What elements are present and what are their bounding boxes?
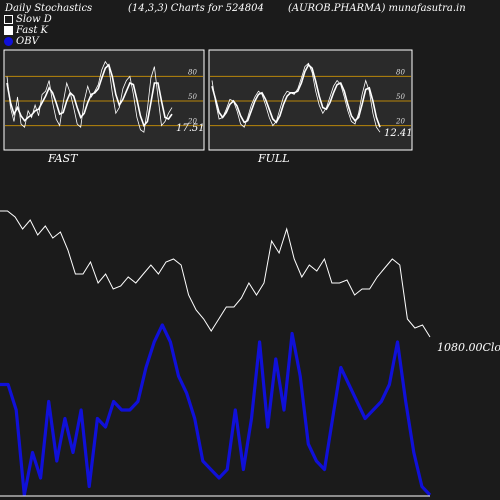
slow-d-swatch <box>4 15 13 24</box>
fast-panel-label: FAST <box>48 152 78 165</box>
legend-fast-k-label: Fast K <box>16 25 49 36</box>
fast-k-swatch <box>4 26 13 35</box>
fast-tick-50: 50 <box>188 93 197 101</box>
obv-line <box>0 323 432 497</box>
full-last-value: 12.41 <box>384 128 413 139</box>
legend-fast-k: Fast K <box>4 25 48 36</box>
full-tick-50: 50 <box>396 93 405 101</box>
fast-tick-80: 80 <box>188 68 197 76</box>
legend-obv-label: OBV <box>16 36 39 47</box>
fast-slow-d-line <box>6 63 173 128</box>
chart-title: Daily Stochastics <box>5 3 93 14</box>
chart-params: (14,3,3) Charts for 524804 <box>128 3 264 14</box>
legend-obv: OBV <box>4 36 39 47</box>
obv-swatch <box>4 37 13 46</box>
full-fast-k-line <box>211 62 381 133</box>
legend-slow-d: Slow D <box>4 14 52 25</box>
fast-last-value: 17.51 <box>176 123 205 134</box>
full-tick-80: 80 <box>396 68 405 76</box>
legend-slow-d-label: Slow D <box>16 14 52 25</box>
full-panel-frame <box>208 49 413 151</box>
close-price-line <box>0 210 431 338</box>
chart-symbol: (AUROB.PHARMA) munafasutra.in <box>288 3 466 14</box>
close-readout: 1080.00Close <box>437 341 500 354</box>
fast-tick-20: 20 <box>187 118 197 126</box>
fast-fast-k-line <box>6 60 173 133</box>
full-tick-20: 20 <box>395 118 405 126</box>
fast-panel-frame <box>3 49 205 151</box>
full-panel-label: FULL <box>258 152 290 165</box>
